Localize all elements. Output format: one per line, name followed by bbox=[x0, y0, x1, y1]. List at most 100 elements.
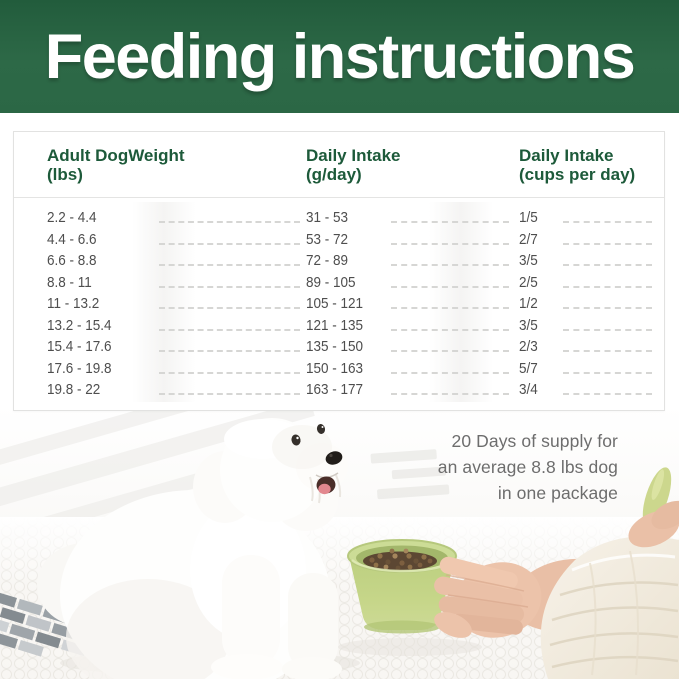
dog-face bbox=[272, 424, 343, 504]
weight-cell: 19.8 - 22 bbox=[14, 381, 306, 398]
dotted-leader bbox=[391, 341, 509, 353]
background-streak bbox=[132, 202, 196, 402]
dotted-leader bbox=[563, 277, 652, 288]
grams-cell: 89 - 105 bbox=[306, 274, 519, 291]
grams-value: 72 - 89 bbox=[306, 252, 349, 270]
weight-value: 17.6 - 19.8 bbox=[47, 359, 112, 377]
feeding-table-card: Adult DogWeight (lbs) Daily Intake (g/da… bbox=[13, 131, 665, 411]
grams-cell: 72 - 89 bbox=[306, 252, 519, 269]
weight-value: 4.4 - 6.6 bbox=[47, 230, 97, 248]
blurred-floor-pattern bbox=[370, 449, 450, 500]
cups-cell: 2/7 bbox=[519, 231, 664, 248]
cups-cell: 1/2 bbox=[519, 295, 664, 312]
table-row: 13.2 - 15.4 121 - 135 3/5 bbox=[14, 315, 664, 337]
weight-value: 13.2 - 15.4 bbox=[47, 316, 112, 334]
table-row: 8.8 - 11 89 - 105 2/5 bbox=[14, 272, 664, 294]
food-scoop bbox=[642, 467, 672, 527]
dotted-leader bbox=[159, 384, 300, 396]
dotted-leader bbox=[391, 363, 509, 374]
dotted-leader bbox=[159, 298, 300, 310]
dotted-leader bbox=[563, 320, 652, 331]
dotted-leader bbox=[391, 255, 509, 267]
dotted-leader bbox=[391, 298, 509, 310]
cups-cell: 1/5 bbox=[519, 209, 664, 226]
weight-cell: 13.2 - 15.4 bbox=[14, 317, 306, 334]
column-header-grams: Daily Intake (g/day) bbox=[306, 146, 401, 184]
cups-cell: 5/7 bbox=[519, 360, 664, 377]
grams-value: 31 - 53 bbox=[306, 209, 349, 227]
cups-value: 5/7 bbox=[519, 359, 538, 377]
weight-cell: 17.6 - 19.8 bbox=[14, 360, 306, 377]
grams-cell: 150 - 163 bbox=[306, 360, 519, 377]
weight-cell: 11 - 13.2 bbox=[14, 295, 306, 312]
cups-value: 2/7 bbox=[519, 230, 538, 248]
sweater-sleeve bbox=[540, 536, 679, 679]
header-separator bbox=[14, 197, 664, 198]
grams-cell: 163 - 177 bbox=[306, 381, 519, 398]
dotted-leader bbox=[159, 255, 300, 267]
cups-cell: 2/3 bbox=[519, 338, 664, 355]
food-bowl bbox=[347, 539, 457, 634]
weight-cell: 15.4 - 17.6 bbox=[14, 338, 306, 355]
column-header-weight: Adult DogWeight (lbs) bbox=[47, 146, 185, 184]
grams-value: 163 - 177 bbox=[306, 381, 364, 399]
table-row: 19.8 - 22 163 - 177 3/4 bbox=[14, 379, 664, 401]
grams-value: 121 - 135 bbox=[306, 316, 364, 334]
weight-cell: 4.4 - 6.6 bbox=[14, 231, 306, 248]
dotted-leader bbox=[563, 234, 652, 245]
dog-photo bbox=[37, 418, 348, 679]
grams-cell: 53 - 72 bbox=[306, 231, 519, 248]
dotted-leader bbox=[391, 277, 509, 288]
weight-value: 11 - 13.2 bbox=[47, 295, 100, 313]
weight-value: 8.8 - 11 bbox=[47, 273, 92, 291]
table-row: 11 - 13.2 105 - 121 1/2 bbox=[14, 293, 664, 315]
dotted-leader bbox=[563, 384, 652, 396]
dotted-leader bbox=[563, 298, 652, 310]
supply-note-line-3: in one package bbox=[497, 483, 618, 503]
cups-cell: 3/4 bbox=[519, 381, 664, 398]
grams-value: 53 - 72 bbox=[306, 230, 349, 248]
cups-value: 2/3 bbox=[519, 338, 538, 356]
weight-value: 2.2 - 4.4 bbox=[47, 209, 97, 227]
grams-cell: 135 - 150 bbox=[306, 338, 519, 355]
grams-cell: 121 - 135 bbox=[306, 317, 519, 334]
grams-value: 135 - 150 bbox=[306, 338, 364, 356]
dotted-leader bbox=[563, 212, 652, 224]
dotted-leader bbox=[159, 212, 300, 224]
table-row: 2.2 - 4.4 31 - 53 1/5 bbox=[14, 207, 664, 229]
dotted-leader bbox=[563, 341, 652, 353]
cups-value: 3/4 bbox=[519, 381, 538, 399]
supply-note-line-1: 20 Days of supply for bbox=[451, 431, 618, 451]
table-row: 17.6 - 19.8 150 - 163 5/7 bbox=[14, 358, 664, 380]
table-body: 2.2 - 4.4 31 - 53 1/5 4.4 - 6.6 bbox=[14, 198, 664, 401]
dotted-leader bbox=[391, 320, 509, 331]
dotted-leader bbox=[159, 341, 300, 353]
cups-value: 2/5 bbox=[519, 273, 538, 291]
kibble bbox=[363, 548, 437, 571]
grams-cell: 105 - 121 bbox=[306, 295, 519, 312]
supply-note: 20 Days of supply for an average 8.8 lbs… bbox=[438, 428, 618, 506]
bowl-shadow bbox=[338, 638, 482, 656]
grams-value: 105 - 121 bbox=[306, 295, 364, 313]
weight-cell: 8.8 - 11 bbox=[14, 274, 306, 291]
dotted-leader bbox=[159, 234, 300, 245]
cups-value: 1/5 bbox=[519, 209, 538, 227]
column-header-cups: Daily Intake (cups per day) bbox=[519, 146, 636, 184]
cups-cell: 3/5 bbox=[519, 317, 664, 334]
grams-value: 89 - 105 bbox=[306, 273, 356, 291]
table-row: 6.6 - 8.8 72 - 89 3/5 bbox=[14, 250, 664, 272]
weight-cell: 6.6 - 8.8 bbox=[14, 252, 306, 269]
supply-note-line-2: an average 8.8 lbs dog bbox=[437, 457, 618, 477]
weight-value: 19.8 - 22 bbox=[47, 381, 101, 399]
weight-value: 15.4 - 17.6 bbox=[47, 338, 112, 356]
cups-cell: 3/5 bbox=[519, 252, 664, 269]
page-title: Feeding instructions bbox=[44, 22, 636, 92]
grams-cell: 31 - 53 bbox=[306, 209, 519, 226]
weight-cell: 2.2 - 4.4 bbox=[14, 209, 306, 226]
dotted-leader bbox=[391, 234, 509, 245]
cups-cell: 2/5 bbox=[519, 274, 664, 291]
dotted-leader bbox=[391, 384, 509, 396]
dotted-leader bbox=[563, 255, 652, 267]
cups-value: 3/5 bbox=[519, 316, 538, 334]
table-row: 15.4 - 17.6 135 - 150 2/3 bbox=[14, 336, 664, 358]
